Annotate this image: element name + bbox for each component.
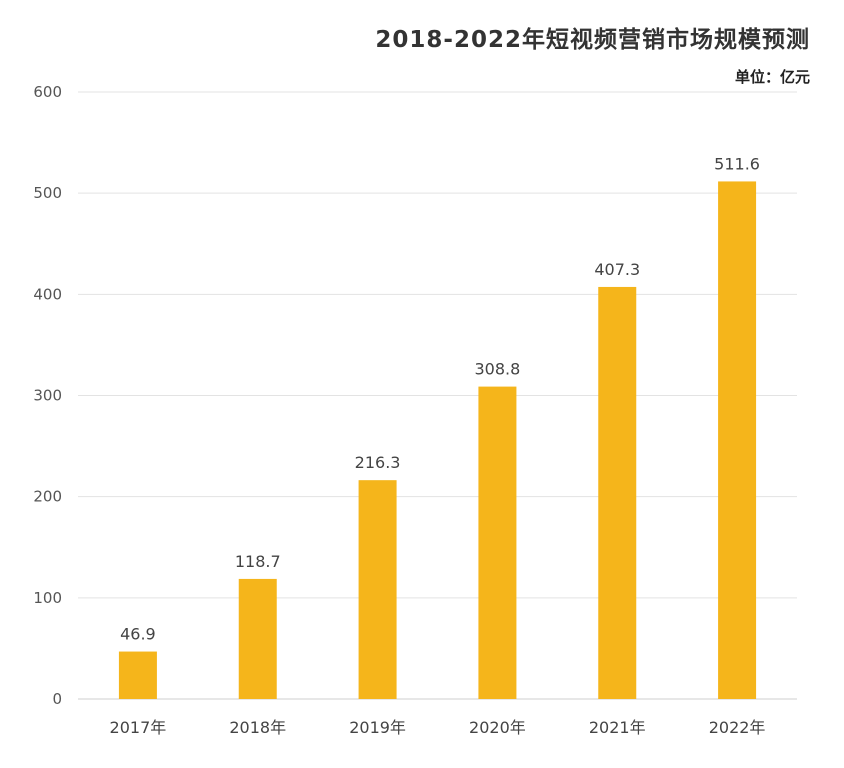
x-tick-label: 2022年 xyxy=(709,718,766,737)
data-label: 216.3 xyxy=(355,453,401,472)
bar xyxy=(598,286,637,699)
data-label: 511.6 xyxy=(714,154,760,173)
y-tick-label: 400 xyxy=(33,285,62,303)
y-tick-label: 0 xyxy=(52,690,62,708)
y-tick-label: 500 xyxy=(33,184,62,202)
x-tick-label: 2020年 xyxy=(469,718,526,737)
bar xyxy=(478,386,517,699)
x-tick-label: 2018年 xyxy=(229,718,286,737)
unit-label: 单位：亿元 xyxy=(734,68,810,86)
bar xyxy=(358,480,397,699)
x-tick-label: 2019年 xyxy=(349,718,406,737)
bar xyxy=(718,181,757,699)
data-label: 46.9 xyxy=(120,625,156,644)
y-tick-label: 200 xyxy=(33,488,62,506)
y-tick-label: 600 xyxy=(33,83,62,101)
x-tick-label: 2021年 xyxy=(589,718,646,737)
data-label: 407.3 xyxy=(594,260,640,279)
y-tick-label: 100 xyxy=(33,589,62,607)
bar xyxy=(118,651,157,699)
chart-title: 2018-2022年短视频营销市场规模预测 xyxy=(375,27,810,53)
data-label: 308.8 xyxy=(475,360,521,379)
bar xyxy=(238,578,277,699)
x-tick-label: 2017年 xyxy=(110,718,167,737)
data-label: 118.7 xyxy=(235,552,281,571)
y-tick-label: 300 xyxy=(33,387,62,405)
